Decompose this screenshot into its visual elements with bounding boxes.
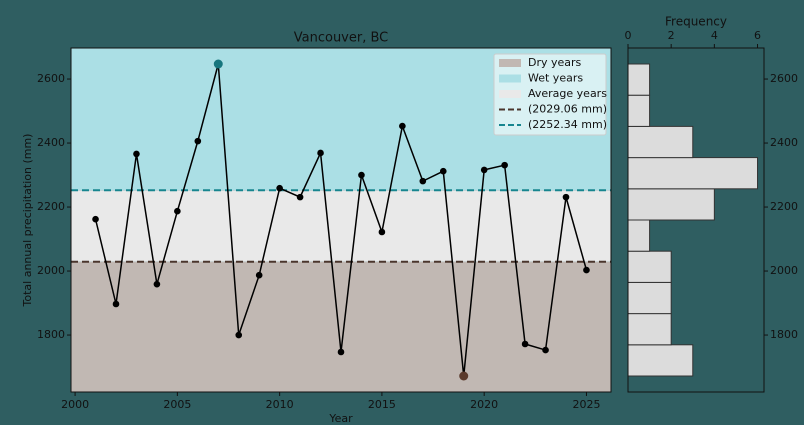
data-point [133, 150, 140, 158]
data-point [583, 266, 590, 274]
hist-x-tick-label: 2 [668, 29, 675, 42]
legend-swatch [499, 59, 521, 67]
hist-bar [627, 313, 672, 346]
data-point [378, 228, 386, 236]
x-axis-label: Year [328, 412, 353, 425]
average-band [71, 190, 611, 262]
x-tick-label: 2020 [470, 398, 498, 411]
data-point [153, 280, 161, 288]
legend-swatch [499, 90, 521, 98]
data-point [112, 300, 120, 308]
legend-label: Dry years [528, 56, 582, 69]
hist-x-tick-label: 0 [625, 29, 632, 42]
y-tick-label: 1800 [37, 328, 65, 341]
data-point [501, 161, 508, 169]
hist-y-tick-label: 2000 [770, 264, 798, 277]
hist-bar [627, 63, 651, 96]
y-axis-label: Total annual precipitation (mm) [21, 134, 34, 308]
legend-box [493, 53, 607, 136]
hist-bar [627, 281, 672, 315]
data-point [542, 346, 549, 354]
y-tick-label: 2400 [37, 136, 65, 149]
plot-frame [70, 47, 612, 393]
hist-bar [627, 344, 694, 377]
data-point [399, 122, 406, 130]
y-tick-label: 2600 [37, 72, 65, 85]
hist-y-tick-label: 2200 [770, 200, 798, 213]
y-tick-label: 2000 [37, 264, 65, 277]
hist-bar [627, 125, 694, 159]
hist-bar [627, 188, 715, 221]
data-point [358, 171, 365, 179]
hist-x-tick-label: 4 [711, 29, 718, 42]
hist-y-tick-label: 2600 [770, 72, 798, 85]
data-point [213, 59, 223, 69]
data-point [92, 215, 99, 223]
data-point [235, 331, 243, 339]
hist-bar [627, 94, 651, 127]
data-point [276, 184, 283, 192]
data-point [194, 137, 202, 145]
y-tick-label: 2200 [37, 200, 65, 213]
hist-frame [627, 47, 765, 393]
legend-label: Wet years [528, 72, 583, 85]
hist-bar [627, 157, 759, 190]
hist-x-axis-label: Frequency [665, 15, 727, 29]
x-tick-label: 2010 [266, 398, 294, 411]
data-point [459, 371, 469, 381]
data-point [174, 207, 181, 215]
hist-y-tick-label: 1800 [770, 328, 798, 341]
chart-title: Vancouver, BC [294, 31, 389, 46]
data-point [439, 167, 447, 175]
data-point [296, 193, 304, 201]
hist-y-tick-label: 2400 [770, 136, 798, 149]
data-point [521, 340, 529, 348]
x-tick-label: 2000 [61, 398, 89, 411]
legend-label: Average years [528, 87, 607, 100]
legend-label: (2029.06 mm) [528, 103, 607, 116]
legend-label: (2252.34 mm) [528, 118, 607, 131]
hist-x-tick-label: 6 [754, 29, 761, 42]
hist-bar [627, 250, 672, 283]
legend-swatch [499, 74, 521, 83]
hist-bar [627, 219, 651, 252]
data-point [317, 149, 324, 157]
data-point [562, 193, 570, 201]
data-point [480, 166, 488, 174]
data-point [255, 271, 263, 279]
x-tick-label: 2025 [572, 398, 600, 411]
dry-band [71, 261, 611, 392]
data-point [337, 348, 345, 356]
x-tick-label: 2015 [368, 398, 396, 411]
x-tick-label: 2005 [163, 398, 191, 411]
data-point [419, 177, 427, 185]
